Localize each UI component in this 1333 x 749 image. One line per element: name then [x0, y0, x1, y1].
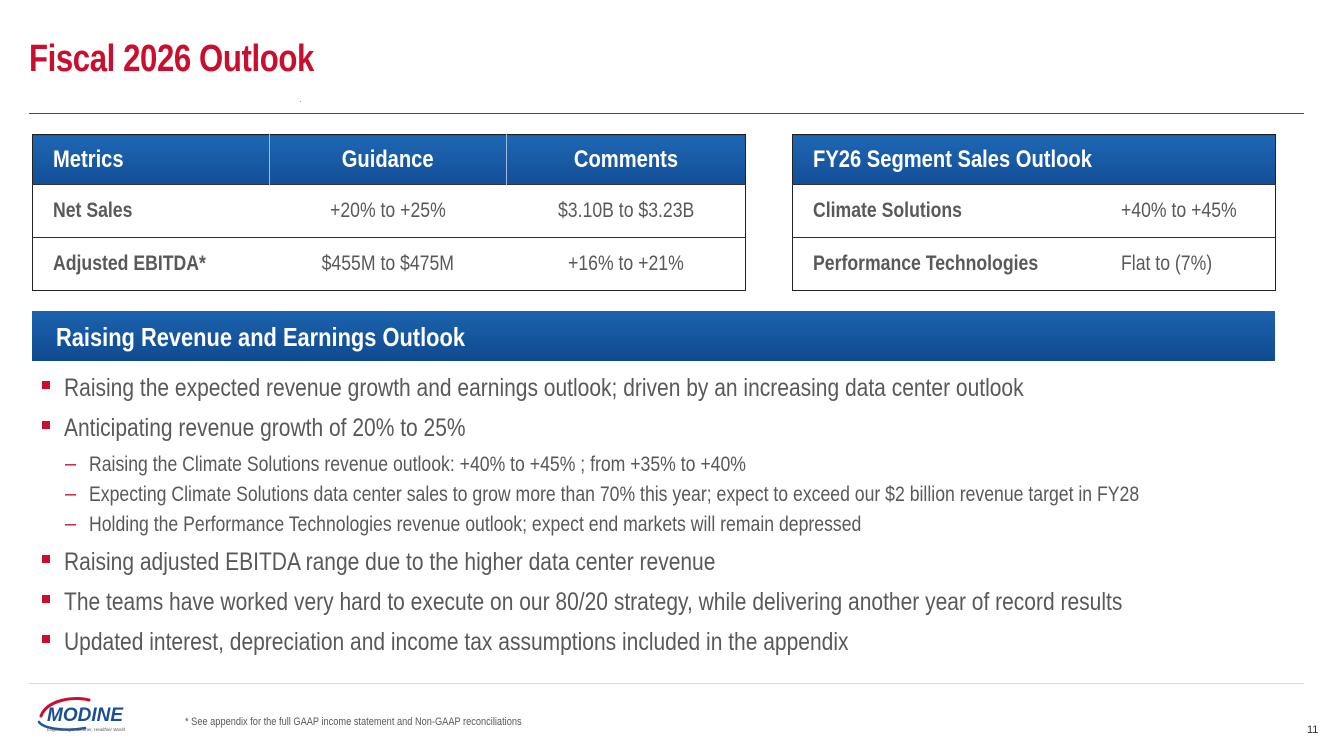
metrics-header-row: Metrics Guidance Comments	[32, 134, 746, 185]
segment-name-cell: Performance Technologies	[792, 237, 1103, 291]
bullet-square-icon	[42, 381, 50, 389]
table-row: Climate Solutions +40% to +45%	[792, 184, 1276, 238]
bullet-list: Raising the expected revenue growth and …	[40, 372, 1320, 666]
footer-divider	[29, 683, 1304, 684]
list-item: The teams have worked very hard to execu…	[40, 586, 1320, 626]
dash-icon: –	[65, 483, 77, 505]
bullet-square-icon	[42, 635, 50, 643]
list-item: Raising the expected revenue growth and …	[40, 372, 1320, 412]
sub-list-item: – Raising the Climate Solutions revenue …	[65, 453, 746, 476]
page-title: Fiscal 2026 Outlook	[29, 38, 314, 80]
segment-header: FY26 Segment Sales Outlook	[792, 134, 1276, 185]
logo-tagline: Engineering a Cleaner, Healthier World	[47, 727, 126, 732]
segment-name-cell: Climate Solutions	[792, 184, 1103, 238]
section-banner: Raising Revenue and Earnings Outlook	[32, 311, 1275, 361]
list-item: Anticipating revenue growth of 20% to 25…	[40, 412, 1320, 452]
metrics-header-comments: Comments	[506, 134, 746, 185]
segment-outlook-table: FY26 Segment Sales Outlook Climate Solut…	[792, 134, 1277, 291]
guidance-cell: $455M to $475M	[269, 237, 507, 291]
sub-list-item: – Holding the Performance Technologies r…	[65, 513, 862, 536]
title-divider	[29, 113, 1304, 114]
dash-icon: –	[65, 513, 77, 535]
table-row: Performance Technologies Flat to (7%)	[792, 237, 1276, 291]
comment-cell: $3.10B to $3.23B	[506, 184, 746, 238]
bullet-square-icon	[42, 421, 50, 429]
logo-wordmark: MODINE	[47, 705, 124, 726]
sub-list-item: – Expecting Climate Solutions data cente…	[65, 483, 1140, 506]
segment-value-cell: Flat to (7%)	[1102, 237, 1276, 291]
decorative-dot	[300, 101, 301, 102]
dash-icon: –	[65, 453, 77, 475]
modine-logo: MODINE Engineering a Cleaner, Healthier …	[37, 697, 126, 732]
table-row: Adjusted EBITDA* $455M to $475M +16% to …	[32, 237, 746, 291]
banner-title: Raising Revenue and Earnings Outlook	[56, 322, 465, 352]
bullet-square-icon	[42, 595, 50, 603]
page-number: 11	[1307, 724, 1319, 736]
metric-name-cell: Adjusted EBITDA*	[32, 237, 270, 291]
metrics-header-guidance: Guidance	[269, 134, 507, 185]
segment-value-cell: +40% to +45%	[1102, 184, 1276, 238]
segment-header-row: FY26 Segment Sales Outlook	[792, 134, 1276, 185]
list-item: Raising adjusted EBITDA range due to the…	[40, 546, 1320, 586]
metric-name-cell: Net Sales	[32, 184, 270, 238]
guidance-cell: +20% to +25%	[269, 184, 507, 238]
bullet-square-icon	[42, 555, 50, 563]
footnote: * See appendix for the full GAAP income …	[185, 716, 522, 728]
metrics-header-metrics: Metrics	[32, 134, 270, 185]
comment-cell: +16% to +21%	[506, 237, 746, 291]
list-item: Updated interest, depreciation and incom…	[40, 626, 1320, 666]
metrics-table: Metrics Guidance Comments Net Sales +20%…	[32, 134, 746, 291]
table-row: Net Sales +20% to +25% $3.10B to $3.23B	[32, 184, 746, 238]
